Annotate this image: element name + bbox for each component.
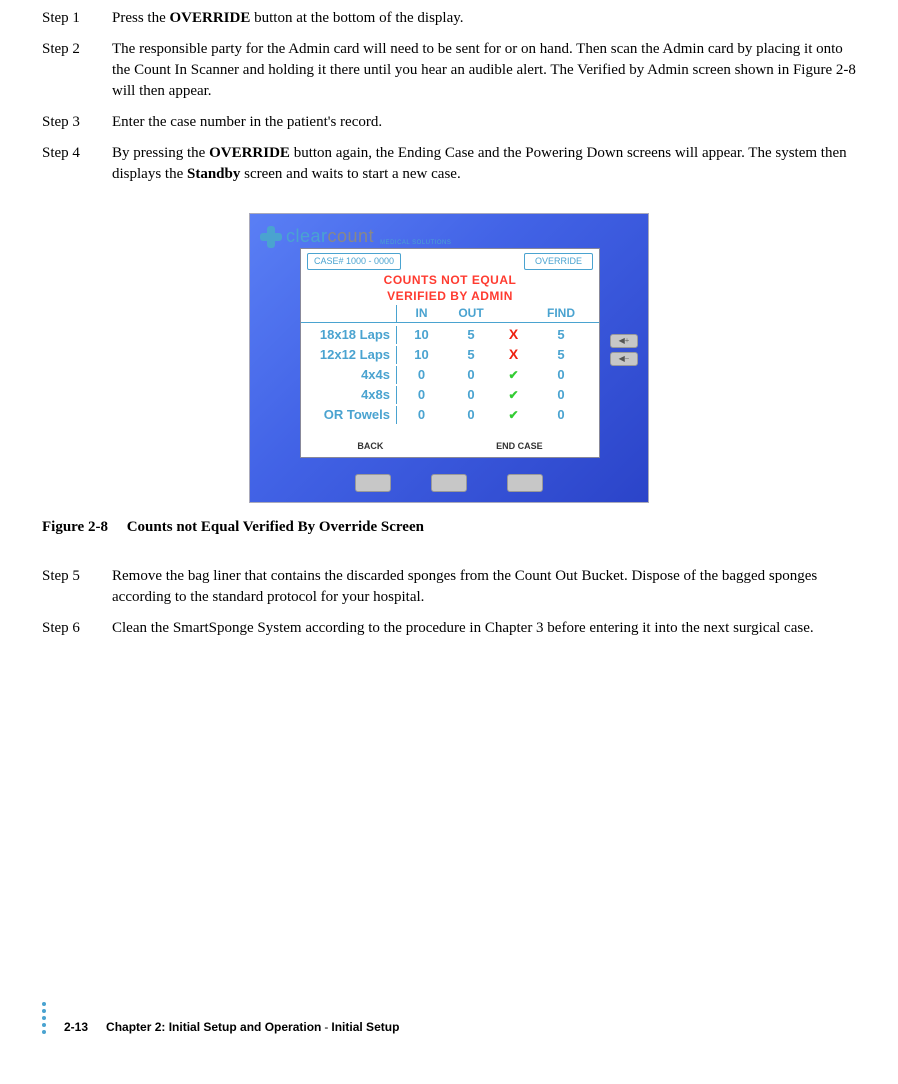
row-out: 0 bbox=[446, 386, 496, 404]
table-row: OR Towels 0 0 ✔ 0 bbox=[301, 405, 599, 425]
volume-down-button[interactable]: ◀− bbox=[610, 352, 638, 366]
screen-bottombar: BACK END CASE bbox=[301, 440, 599, 453]
step-body: The responsible party for the Admin card… bbox=[112, 39, 856, 102]
row-find: 5 bbox=[531, 326, 591, 344]
row-find: 0 bbox=[531, 366, 591, 384]
row-out: 5 bbox=[446, 326, 496, 344]
screen-topbar: CASE# 1000 - 0000 OVERRIDE bbox=[301, 249, 599, 272]
hw-button-center[interactable] bbox=[431, 474, 467, 492]
col-out: OUT bbox=[446, 305, 496, 322]
row-in: 10 bbox=[396, 326, 446, 344]
row-name: 12x12 Laps bbox=[301, 346, 396, 364]
case-pill[interactable]: CASE# 1000 - 0000 bbox=[307, 253, 401, 270]
column-headers: IN OUT FIND bbox=[301, 305, 599, 323]
step-label: Step 3 bbox=[42, 112, 112, 133]
hw-button-right[interactable] bbox=[507, 474, 543, 492]
row-out: 5 bbox=[446, 346, 496, 364]
row-find: 0 bbox=[531, 386, 591, 404]
section-title: Initial Setup bbox=[331, 1020, 399, 1034]
footer-dots-icon bbox=[42, 1002, 46, 1036]
row-in: 0 bbox=[396, 366, 446, 384]
step-row: Step 1 Press the OVERRIDE button at the … bbox=[42, 8, 856, 29]
table-row: 4x8s 0 0 ✔ 0 bbox=[301, 385, 599, 405]
steps-block-b: Step 5 Remove the bag liner that contain… bbox=[42, 566, 856, 639]
header-line2: VERIFIED BY ADMIN bbox=[301, 288, 599, 305]
figure-text: Counts not Equal Verified By Override Sc… bbox=[127, 519, 424, 535]
row-in: 10 bbox=[396, 346, 446, 364]
row-out: 0 bbox=[446, 366, 496, 384]
speaker-plus-icon: ◀+ bbox=[619, 335, 630, 346]
step-body: By pressing the OVERRIDE button again, t… bbox=[112, 143, 856, 185]
chapter-line: Chapter 2: Initial Setup and Operation-I… bbox=[106, 1019, 399, 1036]
figure-label: Figure 2-8 bbox=[42, 519, 108, 535]
hardware-buttons bbox=[250, 474, 648, 492]
volume-up-button[interactable]: ◀+ bbox=[610, 334, 638, 348]
row-name: 18x18 Laps bbox=[301, 326, 396, 344]
step-body: Clean the SmartSponge System according t… bbox=[112, 618, 856, 639]
back-label: BACK bbox=[357, 440, 383, 453]
x-icon: X bbox=[509, 346, 518, 362]
figure-wrap: clearcount MEDICAL SOLUTIONS CASE# 1000 … bbox=[42, 213, 856, 503]
figure-caption: Figure 2-8 Counts not Equal Verified By … bbox=[42, 517, 856, 538]
step-row: Step 5 Remove the bag liner that contain… bbox=[42, 566, 856, 608]
step-row: Step 3 Enter the case number in the pati… bbox=[42, 112, 856, 133]
page-footer: 2-13 Chapter 2: Initial Setup and Operat… bbox=[42, 1002, 856, 1036]
row-find: 0 bbox=[531, 406, 591, 424]
logo-clear: clear bbox=[286, 226, 328, 246]
col-find: FIND bbox=[531, 305, 591, 322]
row-out: 0 bbox=[446, 406, 496, 424]
step-body: Press the OVERRIDE button at the bottom … bbox=[112, 8, 856, 29]
table-row: 12x12 Laps 10 5 X 5 bbox=[301, 345, 599, 365]
step-label: Step 5 bbox=[42, 566, 112, 608]
device-frame: clearcount MEDICAL SOLUTIONS CASE# 1000 … bbox=[249, 213, 649, 503]
row-in: 0 bbox=[396, 406, 446, 424]
page-number: 2-13 bbox=[64, 1019, 88, 1036]
step-label: Step 6 bbox=[42, 618, 112, 639]
step-row: Step 2 The responsible party for the Adm… bbox=[42, 39, 856, 102]
step-body: Enter the case number in the patient's r… bbox=[112, 112, 856, 133]
logo-text: clearcount bbox=[286, 224, 374, 249]
step-row: Step 4 By pressing the OVERRIDE button a… bbox=[42, 143, 856, 185]
data-rows: 18x18 Laps 10 5 X 5 12x12 Laps 10 5 X 5 … bbox=[301, 323, 599, 425]
device-screen: CASE# 1000 - 0000 OVERRIDE COUNTS NOT EQ… bbox=[300, 248, 600, 458]
x-icon: X bbox=[509, 326, 518, 342]
row-in: 0 bbox=[396, 386, 446, 404]
check-icon: ✔ bbox=[508, 388, 518, 402]
logo-count: count bbox=[328, 226, 375, 246]
endcase-label: END CASE bbox=[496, 440, 543, 453]
row-name: OR Towels bbox=[301, 406, 396, 424]
step-label: Step 4 bbox=[42, 143, 112, 185]
row-find: 5 bbox=[531, 346, 591, 364]
header-line1: COUNTS NOT EQUAL bbox=[301, 272, 599, 289]
check-icon: ✔ bbox=[508, 408, 518, 422]
step-label: Step 1 bbox=[42, 8, 112, 29]
override-pill[interactable]: OVERRIDE bbox=[524, 253, 593, 270]
speaker-minus-icon: ◀− bbox=[619, 353, 630, 364]
logo-icon bbox=[260, 226, 282, 248]
side-buttons: ◀+ ◀− bbox=[610, 334, 638, 366]
table-row: 4x4s 0 0 ✔ 0 bbox=[301, 365, 599, 385]
check-icon: ✔ bbox=[508, 368, 518, 382]
row-name: 4x4s bbox=[301, 366, 396, 384]
col-in: IN bbox=[396, 305, 446, 322]
chapter-title: Chapter 2: Initial Setup and Operation bbox=[106, 1020, 321, 1034]
hw-button-left[interactable] bbox=[355, 474, 391, 492]
step-label: Step 2 bbox=[42, 39, 112, 102]
row-name: 4x8s bbox=[301, 386, 396, 404]
table-row: 18x18 Laps 10 5 X 5 bbox=[301, 325, 599, 345]
steps-block-a: Step 1 Press the OVERRIDE button at the … bbox=[42, 8, 856, 185]
step-row: Step 6 Clean the SmartSponge System acco… bbox=[42, 618, 856, 639]
step-body: Remove the bag liner that contains the d… bbox=[112, 566, 856, 608]
